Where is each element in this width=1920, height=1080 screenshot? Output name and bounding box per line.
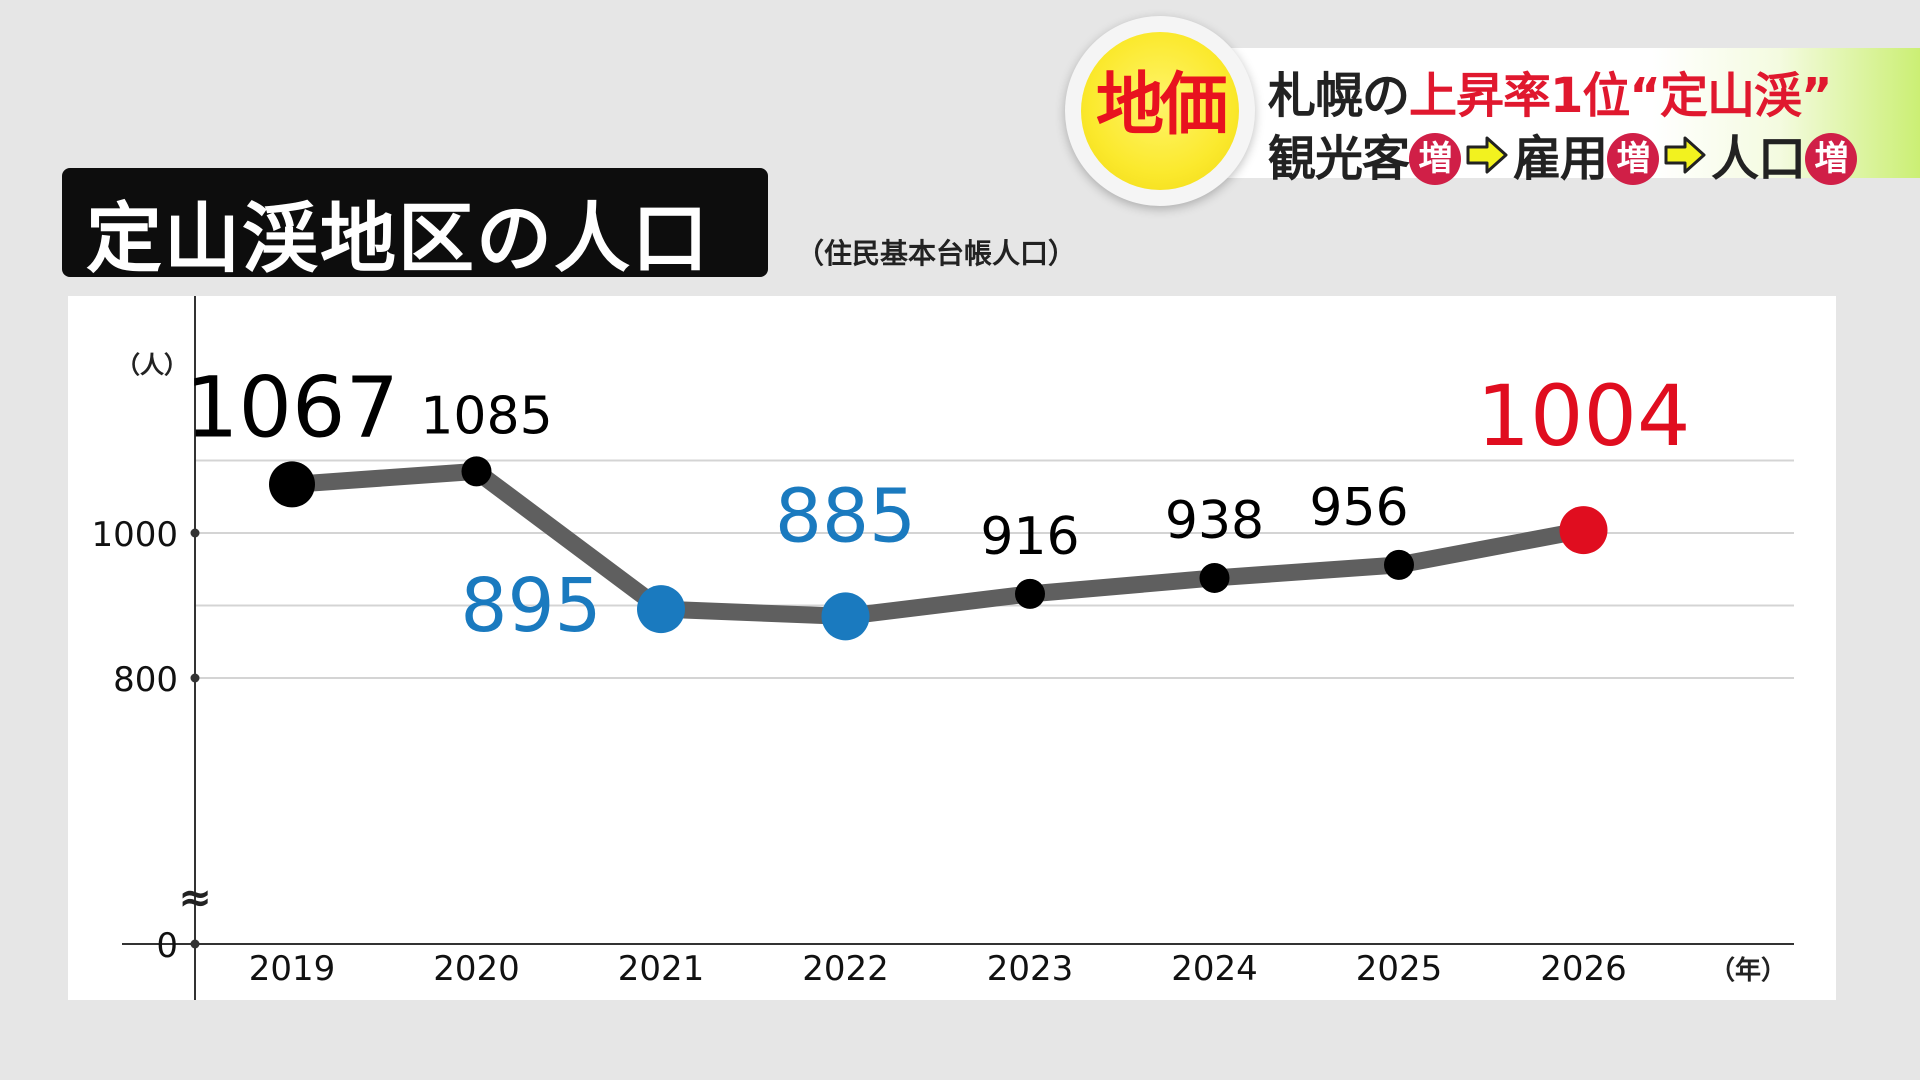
increase-mark: 増 [1607, 133, 1660, 185]
data-label: 895 [460, 563, 601, 649]
y-tick-label: 800 [113, 660, 178, 700]
right-arrow-icon [1663, 131, 1707, 187]
data-label: 1085 [420, 386, 552, 446]
chart-panel: 0 800 1000 ≈ （人） （年） 2019 2020 2021 2022 2023 2024 2… [68, 296, 1836, 1000]
data-label: 956 [1309, 478, 1408, 538]
population-line-chart: 0 800 1000 ≈ （人） （年） 2019 2020 2021 2022 2023 2024 2… [91, 296, 1794, 1000]
data-point [1384, 549, 1414, 580]
caption-banner [1215, 48, 1920, 178]
chart-title: 定山渓地区の人口 [86, 194, 710, 283]
x-tick-label: 2020 [433, 949, 520, 989]
banner-line-1: 札幌の上昇率1位“定山渓” [1268, 56, 1833, 126]
data-label: 916 [980, 507, 1079, 567]
land-price-badge: 地価 [1081, 32, 1239, 190]
banner-line-2: 観光客増雇用増人口増 [1268, 119, 1858, 190]
right-arrow-icon [1465, 131, 1509, 187]
increase-mark: 増 [1409, 133, 1462, 185]
x-tick-label: 2024 [1171, 949, 1258, 989]
y-tick-mark [190, 939, 200, 949]
y-tick-mark [190, 673, 200, 683]
data-point [637, 585, 685, 634]
y-unit-label: （人） [116, 351, 188, 379]
title-box [62, 168, 768, 277]
data-point [1559, 506, 1608, 555]
banner-employment-label: 雇用 [1513, 131, 1608, 187]
data-label: 1067 [185, 358, 399, 456]
increase-mark: 増 [1805, 133, 1858, 185]
banner-line-1-prefix: 札幌の [1268, 68, 1410, 124]
axis-break-mark: ≈ [178, 875, 212, 921]
x-tick-label: 2023 [987, 949, 1074, 989]
banner-line-1-highlight: 上昇率1位“定山渓” [1409, 68, 1832, 124]
y-tick-label: 0 [156, 926, 178, 966]
x-tick-label: 2025 [1356, 949, 1443, 989]
x-tick-label: 2022 [802, 949, 889, 989]
data-point [821, 592, 870, 641]
data-label: 938 [1165, 491, 1264, 551]
data-point [269, 461, 315, 508]
chart-subtitle: （住民基本台帳人口） [796, 237, 1077, 270]
y-tick-mark [190, 528, 200, 538]
data-point [461, 456, 492, 487]
y-tick-label: 1000 [91, 515, 178, 555]
x-unit-label: （年） [1709, 955, 1787, 986]
badge-label: 地価 [1095, 66, 1228, 145]
banner-tourists-label: 観光客 [1268, 131, 1410, 187]
data-point [1015, 578, 1045, 609]
data-point [1199, 562, 1230, 593]
data-label: 1004 [1477, 367, 1691, 465]
x-tick-label: 2019 [249, 949, 336, 989]
series-line [283, 462, 1592, 625]
x-tick-label: 2021 [618, 949, 705, 989]
x-tick-label: 2026 [1540, 949, 1627, 989]
banner-population-label: 人口 [1711, 131, 1806, 187]
data-label: 885 [775, 473, 916, 559]
